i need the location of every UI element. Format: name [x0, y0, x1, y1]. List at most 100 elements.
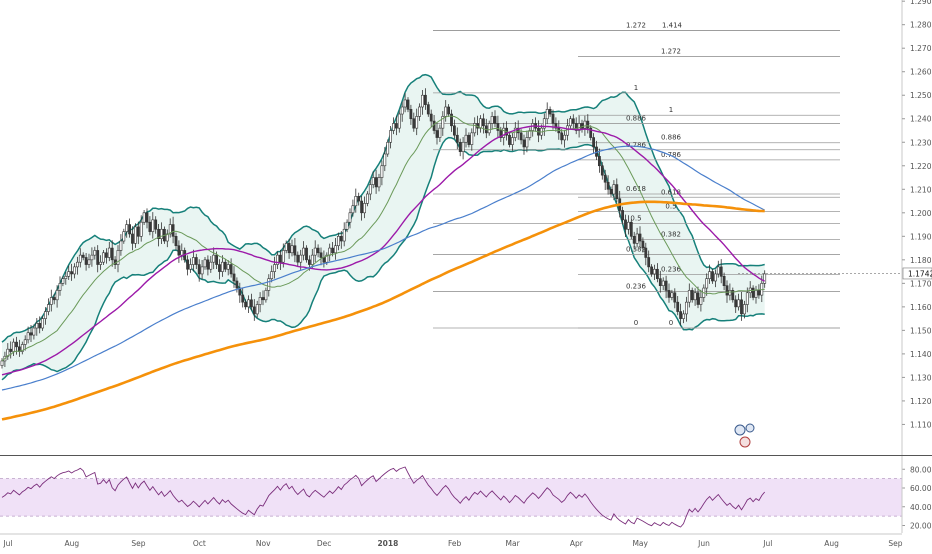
- candle-body: [684, 301, 688, 315]
- candle-body: [586, 120, 590, 129]
- candle-body: [139, 221, 143, 237]
- candle-body: [142, 212, 146, 223]
- candle-body: [29, 332, 33, 336]
- candle-body: [563, 134, 567, 141]
- candle-body: [615, 184, 619, 199]
- candle-body: [380, 165, 384, 178]
- candle-body: [64, 275, 68, 279]
- fibonacci-layer: 1.272 1.414 1 0.886 0.786 0.618 0.5 0.382 0.236 0…: [433, 22, 840, 329]
- candle-body: [763, 273, 767, 284]
- time-tick-label: Dec: [317, 539, 332, 548]
- candle-body: [606, 181, 610, 190]
- candle-body: [41, 318, 45, 329]
- candle-body: [580, 123, 584, 129]
- candle-body: [215, 254, 219, 265]
- candle-body: [206, 259, 210, 270]
- candle-body: [171, 224, 175, 237]
- time-tick-label: 2018: [377, 539, 398, 548]
- candle-body: [679, 311, 683, 319]
- candle-body: [734, 299, 738, 308]
- candle-body: [354, 196, 358, 207]
- rsi-line: [1, 466, 766, 528]
- candle-body: [737, 299, 741, 308]
- candle-body: [255, 304, 259, 315]
- candle-body: [9, 348, 13, 352]
- price-tick-label: 1.28000: [910, 21, 932, 30]
- candle-body: [751, 287, 755, 298]
- rsi-tick-label: 20.0000: [910, 522, 932, 531]
- candle-body: [519, 132, 523, 141]
- candles-layer: [0, 88, 767, 369]
- candle-body: [603, 174, 607, 183]
- candle-body: [35, 323, 39, 329]
- candle-body: [87, 259, 91, 265]
- candle-body: [676, 301, 680, 312]
- candle-body: [116, 250, 120, 265]
- candle-body: [421, 94, 424, 108]
- candle-body: [696, 292, 700, 305]
- candle-body: [78, 254, 82, 263]
- fib-ratio-label: 0.786: [626, 141, 647, 149]
- candle-body: [583, 120, 587, 129]
- candle-body: [699, 297, 703, 305]
- fib-ratio-label: 0.236: [626, 283, 647, 291]
- candle-body: [125, 224, 129, 232]
- candle-body: [192, 257, 195, 265]
- candle-body: [377, 177, 381, 188]
- price-tick-label: 1.23000: [910, 138, 932, 147]
- rsi-panel: 80.0000 60.0000 40.0000 20.0000: [0, 465, 932, 531]
- fib-ratio-label: 1.414: [662, 22, 683, 30]
- candle-body: [267, 278, 271, 291]
- candle-body: [305, 247, 308, 261]
- price-tick-label: 1.19000: [910, 232, 932, 241]
- candle-body: [516, 127, 520, 134]
- price-tick-label: 1.21000: [910, 185, 932, 194]
- candle-body: [299, 254, 303, 263]
- candle-body: [276, 254, 279, 265]
- fib-ratio-label: 0.618: [626, 185, 646, 193]
- candle-body: [119, 240, 123, 251]
- candle-body: [513, 127, 517, 138]
- candle-body: [725, 285, 729, 296]
- candle-body: [165, 233, 169, 242]
- candle-body: [502, 127, 506, 138]
- price-tick-label: 1.20000: [910, 209, 932, 218]
- candle-body: [226, 264, 230, 270]
- fib-ratio-label: 0.382: [626, 245, 646, 253]
- candle-body: [745, 292, 749, 305]
- candle-body: [52, 297, 56, 301]
- candle-body: [742, 304, 746, 315]
- time-tick-label: Sep: [131, 539, 145, 548]
- time-tick-label: Jun: [697, 539, 710, 548]
- candle-body: [470, 132, 474, 145]
- fib-ratio-label: 0.618: [661, 188, 681, 196]
- candle-body: [102, 252, 105, 263]
- candle-body: [136, 226, 140, 237]
- candle-body: [154, 219, 158, 230]
- candle-body: [371, 177, 375, 185]
- candle-body: [348, 212, 352, 223]
- candle-body: [754, 290, 758, 298]
- fib-ratio-label: 1: [634, 84, 638, 92]
- candle-body: [647, 257, 651, 268]
- last-price-label: 1.17420: [908, 269, 932, 278]
- time-tick-label: May: [632, 539, 648, 548]
- candle-body: [621, 210, 625, 221]
- candle-body: [447, 106, 451, 115]
- price-tick-label: 1.25000: [910, 91, 932, 100]
- candle-body: [200, 266, 204, 275]
- time-tick-label: Jul: [762, 539, 772, 548]
- candle-body: [444, 106, 448, 117]
- fib-ratio-label: 0.382: [661, 231, 681, 239]
- candle-body: [711, 271, 714, 282]
- candle-body: [247, 299, 250, 308]
- moving-average-line: [1, 200, 765, 421]
- candle-body: [61, 278, 65, 284]
- candle-body: [693, 292, 697, 301]
- event-icon: [734, 424, 746, 436]
- candle-body: [632, 236, 636, 244]
- event-icon: [745, 423, 755, 433]
- candle-body: [32, 327, 36, 336]
